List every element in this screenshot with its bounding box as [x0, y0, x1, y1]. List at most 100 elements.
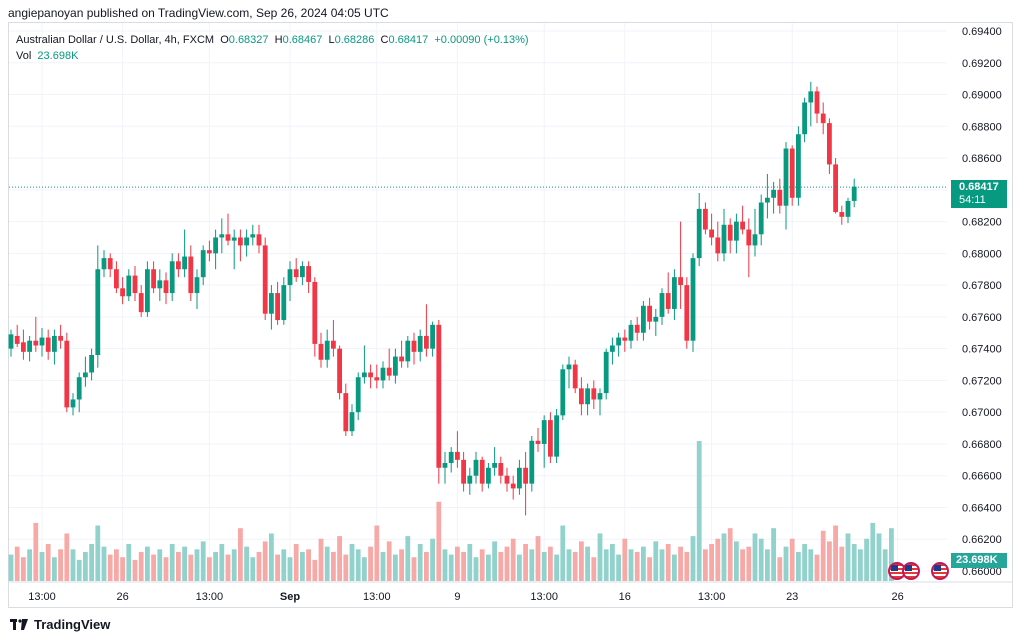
volume-bar [833, 525, 838, 581]
price-tick-label: 0.68000 [962, 248, 1002, 260]
volume-bar [591, 557, 597, 581]
candle-body [393, 356, 398, 376]
time-tick-label: 26 [891, 591, 903, 603]
volume-bar [200, 541, 206, 581]
candle-body [306, 266, 311, 282]
candle-body [70, 399, 76, 408]
candle-body [622, 337, 628, 341]
footer-brand[interactable]: TradingView [10, 617, 110, 632]
volume-bar [14, 546, 20, 581]
candle-body [362, 372, 367, 378]
volume-bar [740, 549, 745, 581]
candle-body [827, 123, 832, 165]
volume-bar [634, 551, 640, 581]
price-tick-label: 0.66400 [962, 502, 1002, 514]
candle-body [331, 340, 336, 349]
volume-bar [256, 551, 262, 581]
candle-body [616, 337, 621, 346]
candle-body [163, 280, 169, 294]
volume-bar [39, 551, 45, 581]
volume-bar [814, 554, 820, 581]
price-tick-label: 0.67600 [962, 312, 1002, 324]
candle-body [120, 288, 125, 297]
candle-body [566, 364, 572, 370]
time-tick-label: 13:00 [530, 591, 558, 603]
volume-bar [275, 554, 280, 581]
volume-bar [796, 551, 801, 581]
volume-bar [120, 557, 125, 581]
us-flag-icon[interactable] [902, 562, 920, 580]
candle-body [269, 293, 274, 314]
price-tick-label: 0.69400 [962, 26, 1002, 38]
volume-bar [355, 549, 361, 581]
candle-body [473, 459, 479, 476]
volume-bar [827, 541, 832, 581]
volume-bar [337, 536, 342, 581]
volume-bar [64, 533, 70, 581]
volume-bar [616, 554, 621, 581]
candle-body [833, 164, 838, 213]
candle-body [467, 475, 473, 484]
volume-bar [27, 549, 32, 581]
volume-bar [603, 549, 609, 581]
volume-bar [548, 546, 553, 581]
candle-body [727, 224, 733, 241]
candle-body [541, 420, 547, 444]
price-tick-label: 0.66200 [962, 534, 1002, 546]
candle-body [734, 221, 739, 241]
volume-bar [734, 541, 739, 581]
volume-bar [188, 554, 194, 581]
price-tick-label: 0.66800 [962, 439, 1002, 451]
time-tick-label: 26 [116, 591, 128, 603]
volume-bar [771, 528, 776, 581]
volume-bar [808, 549, 814, 581]
candle-body [783, 148, 789, 206]
volume-bar [448, 554, 454, 581]
candle-body [83, 372, 88, 378]
volume-bar [430, 538, 435, 581]
volume-bar [244, 546, 249, 581]
candle-body [145, 269, 150, 313]
candles [8, 81, 857, 516]
volume-bar [393, 554, 398, 581]
volume-bar [151, 554, 156, 581]
candle-body [132, 275, 138, 294]
us-flag-icon[interactable] [931, 562, 949, 580]
volume-bar [517, 554, 522, 581]
time-tick-label: 13:00 [28, 591, 56, 603]
candle-body [771, 189, 776, 198]
ohlc-legend: Australian Dollar / U.S. Dollar, 4h, FXC… [16, 34, 529, 46]
volume-bar [318, 538, 324, 581]
volume-bar [510, 538, 516, 581]
volume-bar [889, 528, 894, 581]
candle-body [27, 340, 32, 352]
candle-body [337, 348, 342, 394]
volume-bar [628, 549, 634, 581]
time-axis: 13:00 26 13:00 Sep 13:00 9 13:00 16 13:00 23 26 [9, 581, 1012, 603]
volume-bar [368, 546, 373, 581]
volume-bar [89, 544, 94, 581]
candle-body [207, 250, 212, 254]
candle-body [777, 189, 783, 206]
candle-body [262, 245, 268, 314]
candle-body [572, 364, 578, 389]
volume-bar [362, 557, 367, 581]
volume-bar [436, 501, 442, 581]
candle-body [684, 285, 690, 341]
volume-bar [529, 549, 535, 581]
volume-bar [405, 536, 411, 581]
candle-body [845, 200, 851, 217]
volume-bar [882, 549, 888, 581]
candle-body [287, 269, 293, 286]
candle-body [758, 202, 764, 235]
volume-bar [225, 554, 231, 581]
volume-bar [95, 525, 101, 581]
volume-bar [579, 541, 584, 581]
price-tick-label: 0.66000 [962, 566, 1002, 578]
candle-body [523, 467, 528, 484]
volume-bar [324, 546, 330, 581]
volume-bar [622, 538, 628, 581]
volume-bar [703, 549, 708, 581]
volume-bar [45, 544, 51, 581]
